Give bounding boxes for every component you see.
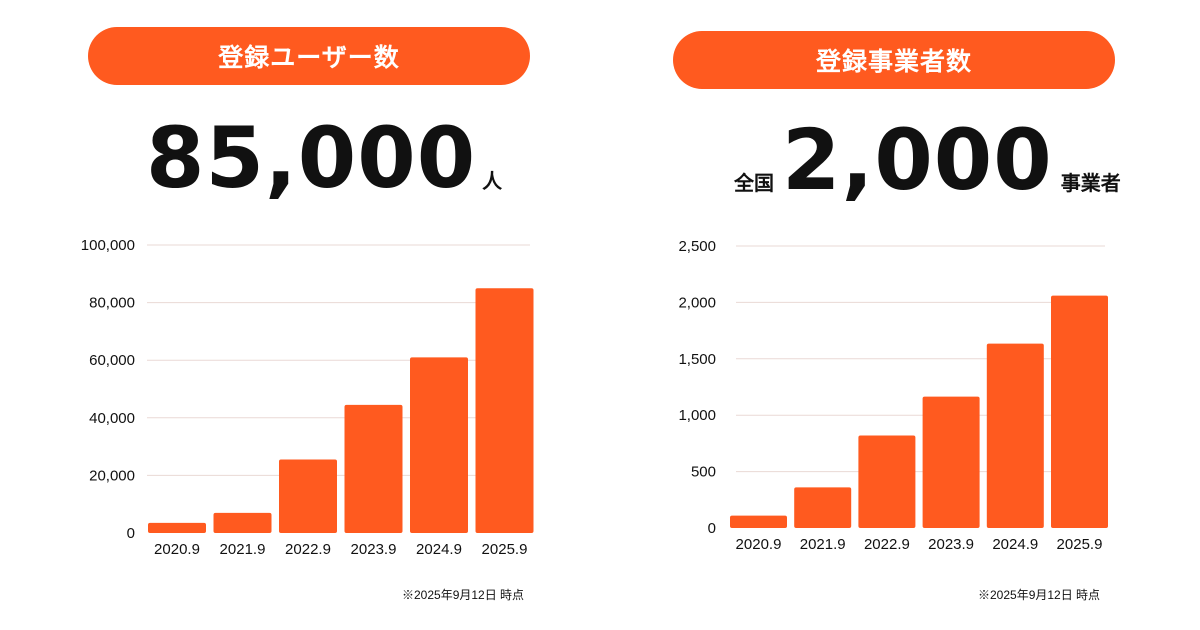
users-total-value: 85,000 bbox=[146, 109, 477, 207]
businesses-y-tick-label: 500 bbox=[691, 464, 716, 481]
users-y-tick-label: 100,000 bbox=[81, 237, 135, 254]
users-x-tick-label: 2025.9 bbox=[482, 541, 528, 558]
users-x-tick-label: 2022.9 bbox=[285, 541, 331, 558]
users-x-tick-label: 2023.9 bbox=[351, 541, 397, 558]
users-bar-chart: 0 20,000 40,000 60,000 80,000 100,000 2020.9 20… bbox=[81, 237, 534, 558]
businesses-y-tick-label: 1,500 bbox=[678, 351, 716, 368]
users-title-pill: 登録ユーザー数 bbox=[88, 27, 530, 85]
businesses-bar bbox=[986, 343, 1044, 528]
businesses-bar bbox=[1051, 295, 1108, 528]
businesses-y-tick-label: 2,000 bbox=[678, 294, 716, 311]
users-x-tick-label: 2024.9 bbox=[416, 541, 462, 558]
businesses-panel: 登録事業者数 全国 2,000 事業者 0 500 1,000 1,500 2,000 2… bbox=[600, 0, 1200, 630]
businesses-x-tick-label: 2024.9 bbox=[992, 536, 1038, 553]
businesses-y-tick-label: 2,500 bbox=[678, 238, 716, 255]
users-bar bbox=[279, 459, 337, 533]
businesses-date-note: ※2025年9月12日 時点 bbox=[978, 588, 1101, 602]
users-headline: 85,000 人 bbox=[146, 116, 502, 200]
businesses-x-tick-label: 2023.9 bbox=[928, 536, 974, 553]
businesses-bar bbox=[858, 435, 916, 528]
businesses-x-tick-label: 2020.9 bbox=[736, 536, 782, 553]
users-total-unit: 人 bbox=[482, 169, 503, 193]
businesses-total-unit: 事業者 bbox=[1060, 171, 1121, 195]
businesses-x-tick-label: 2021.9 bbox=[800, 536, 846, 553]
users-bar bbox=[475, 288, 534, 533]
users-y-tick-label: 0 bbox=[127, 525, 135, 542]
users-bar bbox=[344, 404, 403, 533]
users-y-tick-label: 40,000 bbox=[89, 410, 135, 427]
businesses-x-tick-label: 2022.9 bbox=[864, 536, 910, 553]
users-panel: 登録ユーザー数 85,000 人 0 20,000 40,000 60,000 80,0… bbox=[81, 27, 534, 602]
users-bar bbox=[410, 357, 468, 533]
users-date-note: ※2025年9月12日 時点 bbox=[402, 588, 525, 602]
businesses-bar bbox=[730, 515, 787, 528]
users-x-tick-label: 2020.9 bbox=[154, 541, 200, 558]
businesses-bar bbox=[922, 396, 980, 528]
businesses-title-pill: 登録事業者数 bbox=[673, 31, 1115, 89]
users-y-tick-label: 60,000 bbox=[89, 352, 135, 369]
businesses-bar-chart: 0 500 1,000 1,500 2,000 2,500 2020.9 2021.9 2022… bbox=[678, 238, 1108, 553]
users-bar bbox=[213, 512, 272, 533]
businesses-headline: 全国 2,000 事業者 bbox=[734, 118, 1121, 202]
businesses-total-value: 2,000 bbox=[782, 111, 1053, 209]
businesses-total-prefix: 全国 bbox=[734, 171, 774, 195]
businesses-y-tick-label: 1,000 bbox=[678, 407, 716, 424]
businesses-y-tick-label: 0 bbox=[708, 520, 716, 537]
businesses-bar bbox=[794, 487, 852, 528]
users-bar bbox=[148, 522, 206, 533]
users-y-tick-label: 20,000 bbox=[89, 467, 135, 484]
users-x-tick-label: 2021.9 bbox=[220, 541, 266, 558]
businesses-x-tick-label: 2025.9 bbox=[1057, 536, 1103, 553]
users-y-tick-label: 80,000 bbox=[89, 295, 135, 312]
